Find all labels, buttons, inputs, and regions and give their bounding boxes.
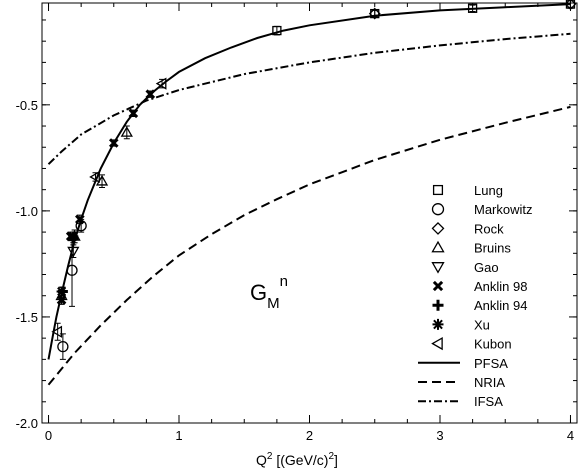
data-points: [51, 0, 577, 360]
legend-label-ifsa: IFSA: [474, 394, 503, 409]
y-tick-label: -1.5: [16, 310, 38, 325]
legend: Lung Markowitz Rock Bruins Gao Anklin 98 Ankli…: [418, 183, 533, 409]
x-tick-label: 2: [306, 428, 313, 443]
point-kubon: [89, 170, 100, 184]
point-xu: [56, 286, 67, 297]
legend-marker-rock: [431, 221, 445, 235]
x-axis-title-sup: 2: [267, 451, 273, 462]
y-tick-label: -1.0: [16, 204, 38, 219]
x-axis-title-rest: [(GeV/c): [272, 452, 328, 468]
legend-label-anklin-98: Anklin 98: [474, 279, 527, 294]
legend-label-xu: Xu: [474, 317, 490, 332]
point-bruins: [120, 126, 133, 137]
error-bar: [54, 322, 61, 341]
error-bar: [469, 4, 476, 12]
legend-marker-bruins: [431, 240, 445, 253]
y-tick-label: -2.0: [16, 416, 38, 431]
y-tick-label: -0.5: [16, 98, 38, 113]
legend-label-rock: Rock: [474, 221, 504, 236]
point-anklin-98: [108, 138, 119, 148]
legend-label-lung: Lung: [474, 183, 503, 198]
point-anklin-98: [56, 295, 67, 305]
x-tick-label: 4: [567, 428, 574, 443]
legend-label-nria: NRIA: [474, 375, 505, 390]
point-lung: [370, 8, 380, 19]
legend-marker-markowitz: [431, 203, 445, 216]
legend-label-bruins: Bruins: [474, 241, 511, 256]
point-kubon: [155, 77, 167, 90]
x-axis-title-base: Q: [256, 452, 267, 468]
point-rock: [368, 7, 381, 20]
annotation-sub: M: [267, 295, 280, 312]
legend-label-anklin-94: Anklin 94: [474, 298, 527, 313]
legend-marker-lung: [432, 184, 444, 196]
x-tick-label: 0: [45, 428, 52, 443]
legend-marker-kubon: [431, 336, 443, 351]
point-rock: [564, 0, 577, 10]
x-axis-title: Q2 [(GeV/c)2]: [256, 451, 338, 468]
error-bar: [59, 333, 66, 360]
legend-label-pfsa: PFSA: [474, 356, 508, 371]
annotation-main: G: [250, 280, 267, 305]
point-gao: [67, 246, 80, 258]
curve-ifsa: [47, 32, 571, 165]
legend-label-kubon: Kubon: [474, 337, 512, 352]
point-markowitz: [66, 264, 78, 276]
x-axis-title-close: ]: [334, 452, 338, 468]
legend-label-markowitz: Markowitz: [474, 202, 533, 217]
point-anklin-98: [128, 108, 139, 119]
point-xu: [68, 231, 79, 242]
legend-marker-anklin-98: [432, 280, 444, 292]
curve-nria: [47, 105, 571, 386]
point-anklin-98: [75, 214, 85, 225]
gmn-annotation: GMn: [250, 273, 288, 312]
x-tick-label: 1: [175, 428, 182, 443]
point-anklin-98: [145, 89, 156, 100]
legend-marker-anklin-94: [432, 299, 444, 311]
point-lung: [565, 0, 576, 9]
point-lung: [467, 3, 478, 13]
legend-marker-xu: [432, 318, 444, 330]
x-axis-title-sup2: 2: [328, 451, 334, 462]
point-lung: [272, 25, 282, 36]
point-kubon: [51, 325, 63, 338]
x-tick-label: 3: [436, 428, 443, 443]
legend-marker-gao: [431, 262, 445, 274]
annotation-sup: n: [280, 273, 288, 290]
legend-label-gao: Gao: [474, 260, 499, 275]
point-markowitz: [57, 340, 69, 353]
